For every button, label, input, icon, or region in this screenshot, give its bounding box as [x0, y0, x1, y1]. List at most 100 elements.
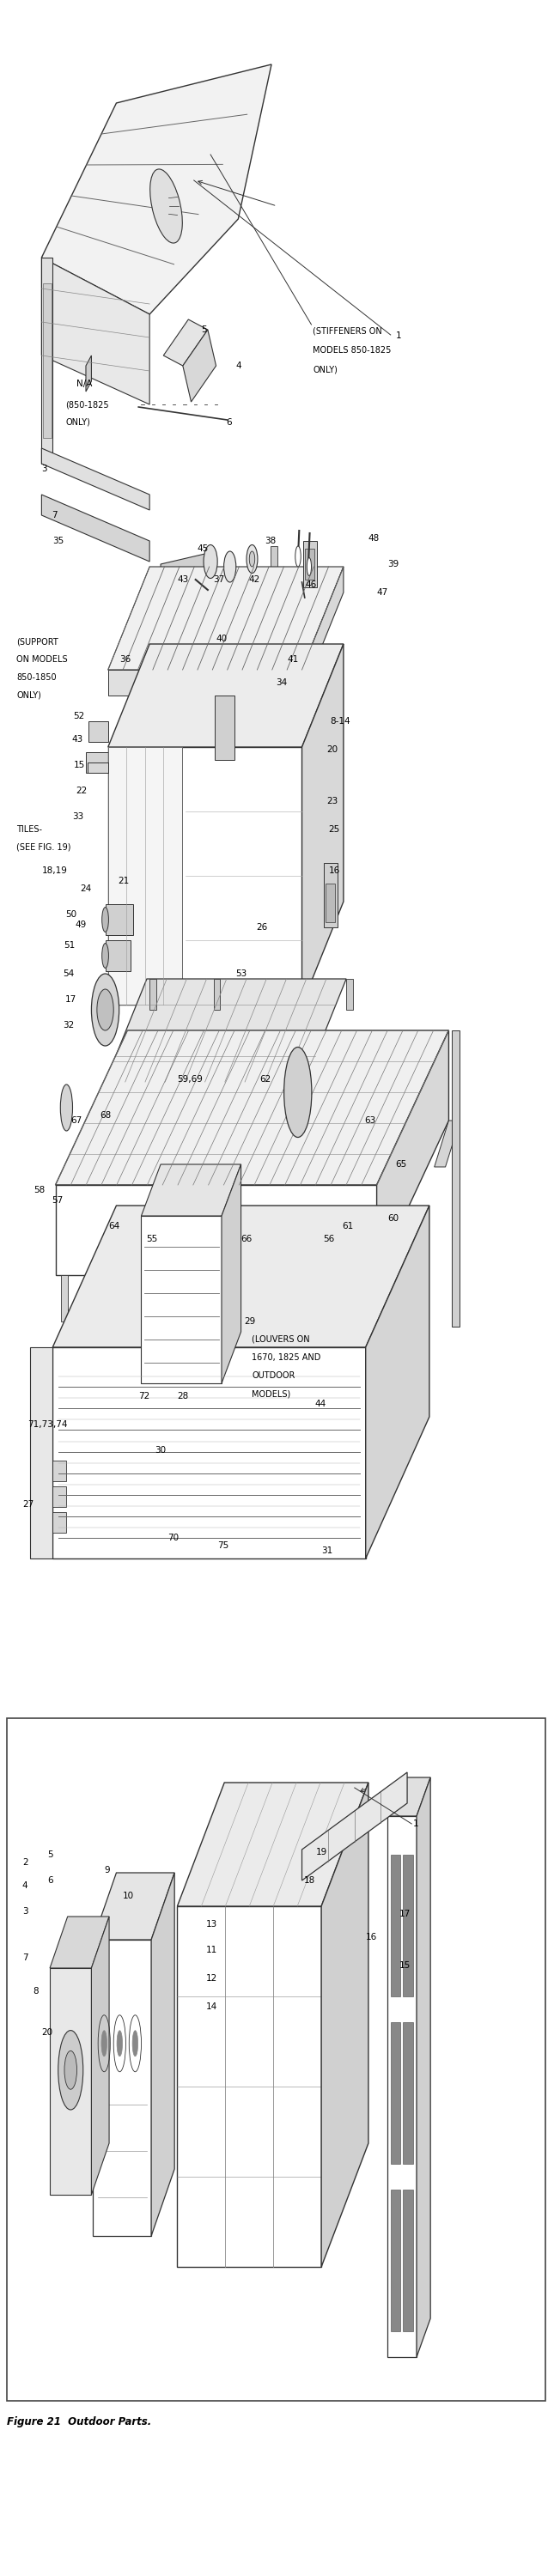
Polygon shape	[151, 1873, 175, 2236]
Polygon shape	[177, 1783, 368, 1906]
Text: 43: 43	[177, 574, 189, 585]
Text: OUTDOOR: OUTDOOR	[252, 1370, 295, 1381]
Bar	[325, 884, 335, 922]
Polygon shape	[222, 1164, 241, 1383]
Bar	[303, 541, 317, 587]
Polygon shape	[417, 1777, 430, 2357]
Text: 37: 37	[213, 574, 225, 585]
Ellipse shape	[102, 943, 109, 969]
Text: 59,69: 59,69	[177, 1074, 203, 1084]
Text: 3: 3	[42, 464, 47, 474]
Text: 38: 38	[265, 536, 276, 546]
Text: 49: 49	[75, 920, 87, 930]
Bar	[105, 1082, 112, 1113]
Polygon shape	[141, 1164, 241, 1216]
Text: (SEE FIG. 19): (SEE FIG. 19)	[17, 842, 71, 853]
Text: 23: 23	[327, 796, 338, 806]
Bar	[50, 1968, 91, 2195]
Text: 850-1850: 850-1850	[17, 672, 57, 683]
Polygon shape	[434, 1121, 460, 1167]
Bar	[150, 979, 156, 1010]
Text: 58: 58	[33, 1185, 45, 1195]
Polygon shape	[105, 940, 130, 971]
Polygon shape	[302, 567, 343, 696]
Text: 17: 17	[65, 994, 77, 1005]
Bar	[305, 549, 315, 580]
Polygon shape	[388, 1777, 430, 1816]
Ellipse shape	[295, 546, 301, 567]
Polygon shape	[50, 1917, 109, 1968]
Circle shape	[132, 2030, 138, 2056]
Text: 61: 61	[342, 1221, 353, 1231]
Bar	[235, 1082, 242, 1113]
Polygon shape	[53, 1206, 429, 1347]
Ellipse shape	[64, 2050, 77, 2089]
Ellipse shape	[204, 546, 217, 580]
Text: 6: 6	[47, 1875, 53, 1886]
Text: 22: 22	[76, 786, 88, 796]
Text: 28: 28	[177, 1391, 189, 1401]
Text: 18,19: 18,19	[42, 866, 67, 876]
Bar	[43, 283, 52, 438]
Text: (850-1825: (850-1825	[65, 399, 109, 410]
Text: 70: 70	[168, 1533, 179, 1543]
Text: 35: 35	[53, 536, 64, 546]
Bar	[7, 1718, 545, 2401]
Polygon shape	[86, 355, 91, 392]
Polygon shape	[30, 1347, 52, 1558]
Text: 19: 19	[316, 1847, 327, 1857]
Ellipse shape	[284, 1046, 312, 1139]
Bar	[346, 979, 353, 1010]
Ellipse shape	[150, 170, 182, 242]
Text: 29: 29	[244, 1316, 255, 1327]
Text: 71,73,74: 71,73,74	[28, 1419, 68, 1430]
Bar	[93, 1940, 151, 2236]
Polygon shape	[183, 330, 216, 402]
Text: ONLY): ONLY)	[313, 366, 338, 374]
Bar	[391, 2190, 401, 2331]
Text: 55: 55	[146, 1234, 158, 1244]
Text: 65: 65	[395, 1159, 407, 1170]
Text: 45: 45	[197, 544, 208, 554]
Text: (STIFFENERS ON: (STIFFENERS ON	[313, 327, 382, 335]
Text: 30: 30	[155, 1445, 166, 1455]
Text: 17: 17	[399, 1909, 411, 1919]
Ellipse shape	[97, 989, 114, 1030]
Text: 4: 4	[22, 1880, 28, 1891]
Text: 31: 31	[321, 1546, 333, 1556]
Text: 15: 15	[74, 760, 85, 770]
Text: 4: 4	[235, 361, 241, 371]
Bar	[141, 1216, 222, 1383]
Text: 72: 72	[138, 1391, 150, 1401]
Bar	[391, 2022, 401, 2164]
Text: 1670, 1825 AND: 1670, 1825 AND	[252, 1352, 321, 1363]
Text: 46: 46	[305, 580, 317, 590]
Text: 60: 60	[388, 1213, 399, 1224]
Text: 26: 26	[256, 922, 268, 933]
Text: MODELS 850-1825: MODELS 850-1825	[313, 345, 392, 355]
Polygon shape	[163, 319, 208, 366]
Polygon shape	[108, 644, 343, 747]
Text: 57: 57	[52, 1195, 63, 1206]
Text: 63: 63	[364, 1115, 376, 1126]
Text: MODELS): MODELS)	[252, 1388, 291, 1399]
Ellipse shape	[58, 2030, 83, 2110]
Bar	[214, 979, 220, 1010]
Bar	[53, 1512, 66, 1533]
Text: 41: 41	[287, 654, 299, 665]
Circle shape	[117, 2030, 122, 2056]
Text: N/A: N/A	[76, 379, 92, 389]
Text: 3: 3	[22, 1906, 28, 1917]
Text: 75: 75	[217, 1540, 229, 1551]
Text: 6: 6	[226, 417, 232, 428]
Bar	[215, 1010, 293, 1056]
Text: 2: 2	[22, 1857, 28, 1868]
Ellipse shape	[307, 559, 311, 577]
Bar	[215, 696, 234, 760]
Bar	[403, 2190, 413, 2331]
Polygon shape	[86, 752, 108, 773]
Polygon shape	[93, 1873, 175, 1940]
Text: ON MODELS: ON MODELS	[17, 654, 68, 665]
Text: 12: 12	[206, 1973, 218, 1984]
Polygon shape	[42, 495, 150, 562]
